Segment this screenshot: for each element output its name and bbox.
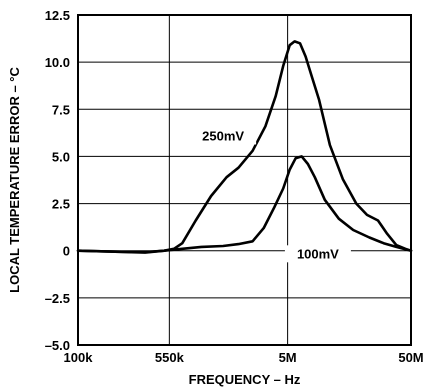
plot-frame [77, 14, 412, 346]
y-tick-label: –5.0 [45, 338, 70, 353]
x-tick-label: 100k [64, 350, 94, 365]
tick-labels: 100k 550k 5M 50M 12.5 10.0 7.5 5.0 2.5 0 –2.5 –5.0 [45, 8, 424, 365]
grid [78, 15, 411, 345]
x-axis-label: FREQUENCY – Hz [189, 372, 301, 387]
series-labels: 250mV 100mV [190, 127, 351, 263]
y-tick-label: 2.5 [52, 197, 70, 212]
y-tick-label: 7.5 [52, 102, 70, 117]
y-tick-label: –2.5 [45, 291, 70, 306]
curves [76, 40, 413, 254]
y-axis-label: LOCAL TEMPERATURE ERROR – °C [7, 67, 22, 293]
y-tick-label: 10.0 [45, 55, 70, 70]
x-tick-label: 50M [398, 350, 423, 365]
series-label-bg [284, 245, 351, 263]
x-tick-label: 5M [279, 350, 297, 365]
series-label-250mV: 250mV [202, 128, 244, 143]
series-line-250mV [76, 40, 413, 254]
y-tick-label: 5.0 [52, 149, 70, 164]
series-line-100mV [76, 155, 413, 254]
y-tick-label: 12.5 [45, 8, 70, 23]
x-tick-label: 550k [155, 350, 185, 365]
y-tick-label: 0 [63, 244, 70, 259]
series-label-100mV: 100mV [297, 246, 339, 261]
series-label-bg [190, 127, 257, 145]
